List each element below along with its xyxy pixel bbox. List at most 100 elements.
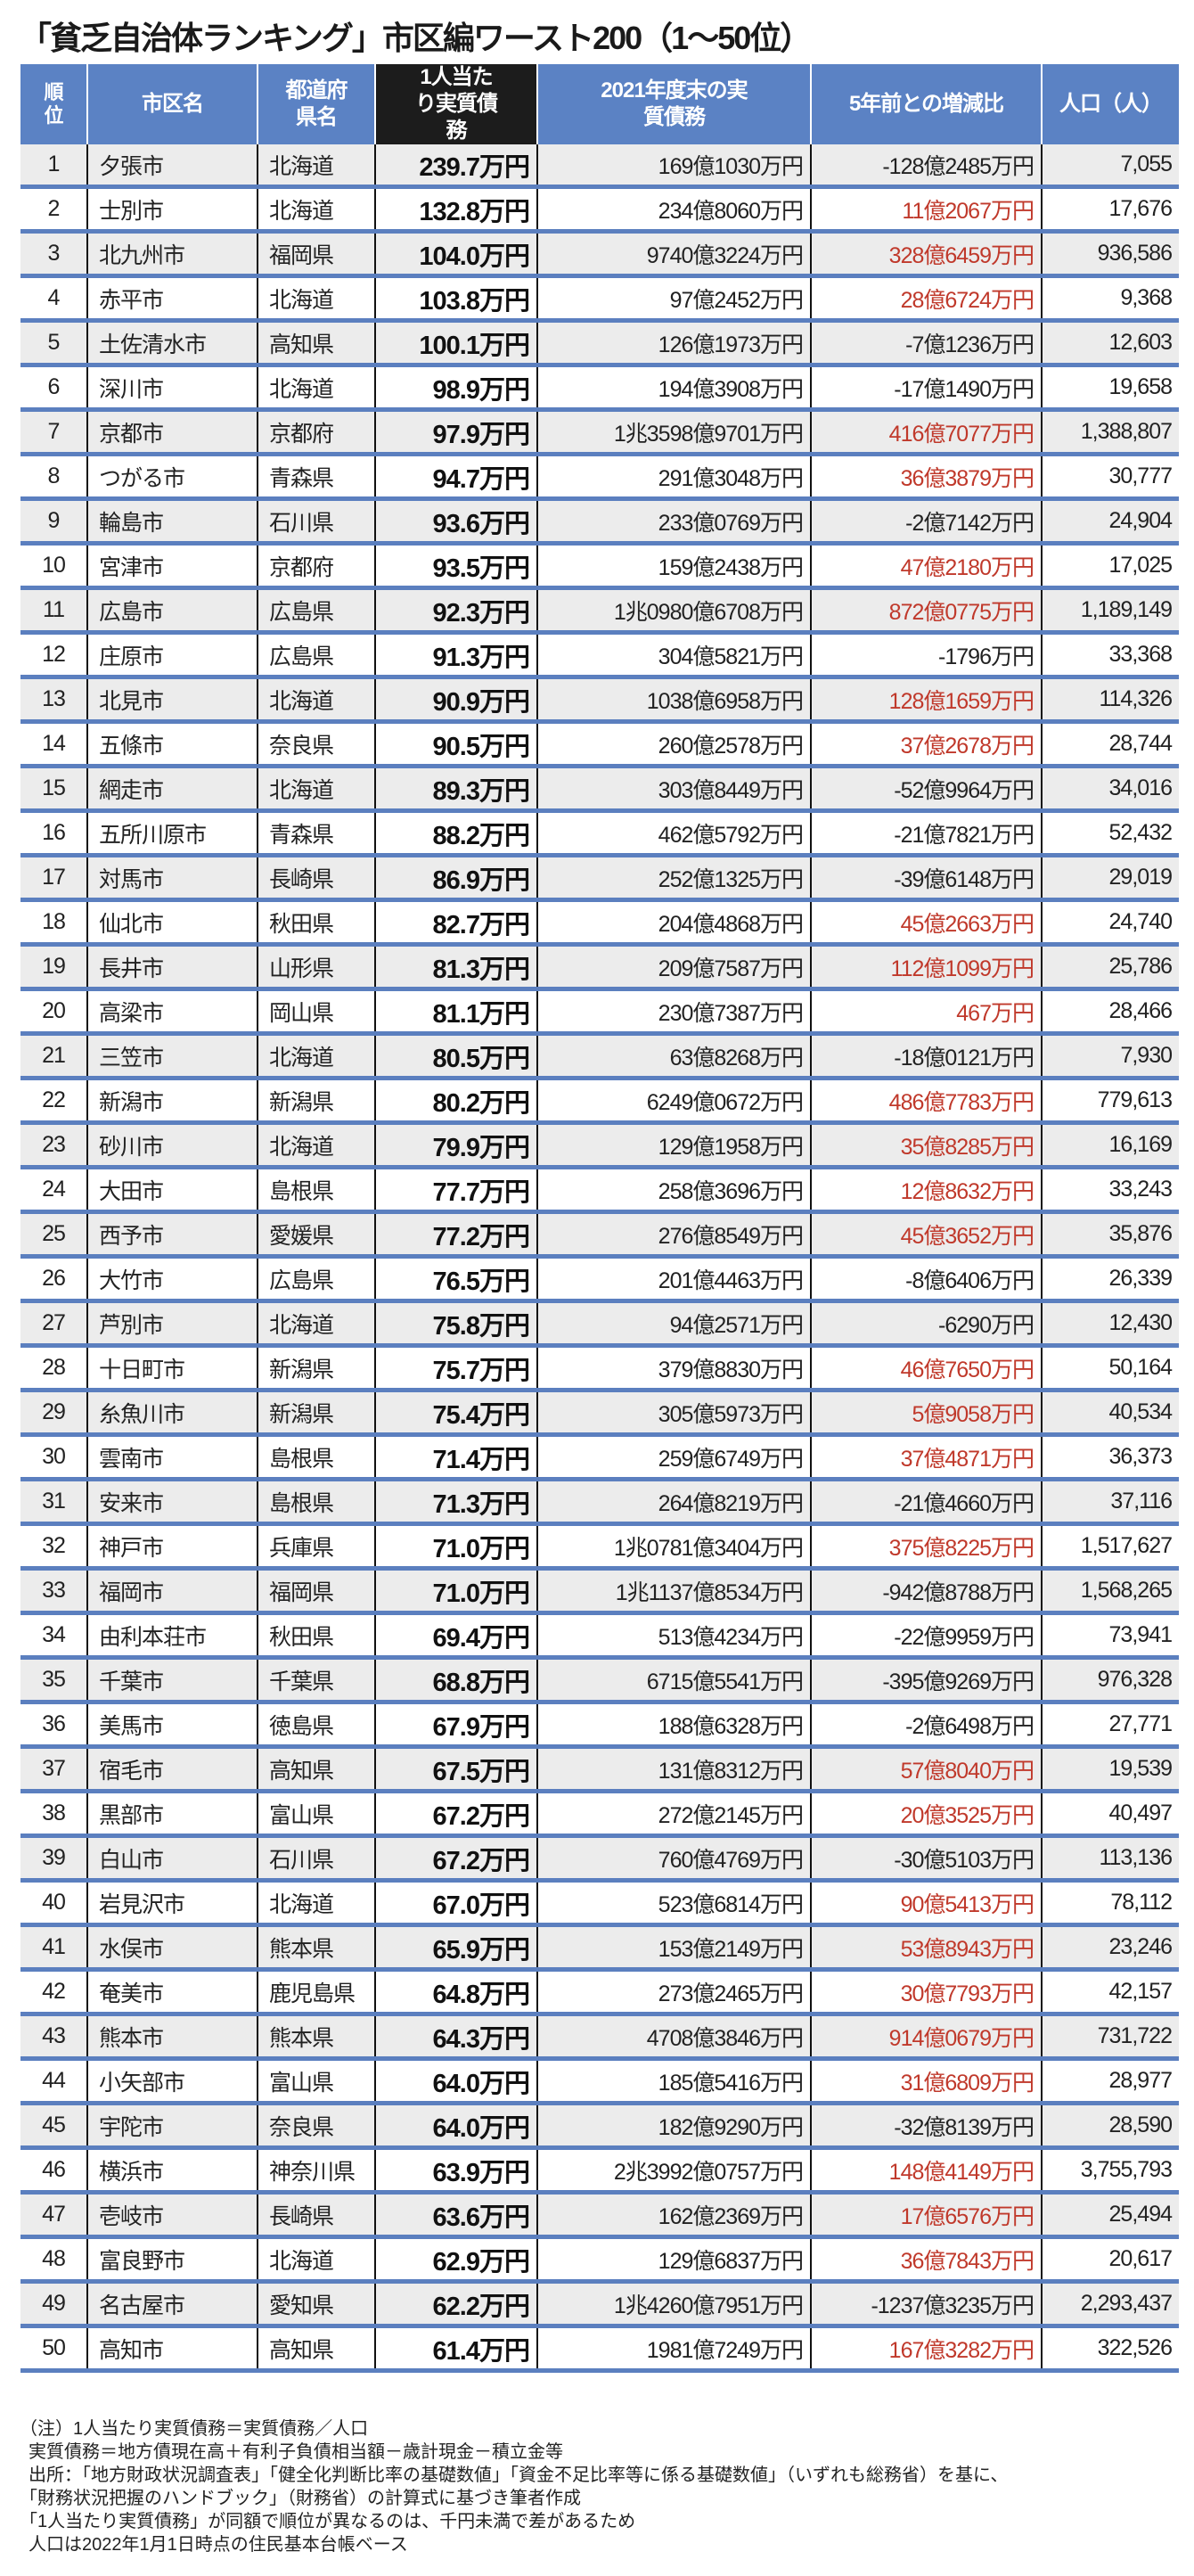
city-name-cell: 小矢部市	[86, 2058, 258, 2105]
table-row: 9 輪島市 石川県 93.6万円 233億0769万円 -2億7142万円 24,904	[20, 498, 1179, 546]
city-name-cell: 高知市	[86, 2326, 258, 2373]
city-name-cell: 北見市	[86, 677, 258, 724]
table-row: 27 芦別市 北海道 75.8万円 94億2571万円 -6290万円 12,430	[20, 1300, 1179, 1348]
rank-cell: 49	[20, 2281, 87, 2328]
rank-cell: 26	[20, 1256, 87, 1303]
city-name-cell: 大田市	[86, 1167, 258, 1214]
table-row: 5 土佐清水市 高知県 100.1万円 126億1973万円 -7億1236万円 12,60…	[20, 320, 1179, 367]
rank-cell: 10	[20, 543, 87, 590]
prefecture-cell: 青森県	[257, 810, 375, 857]
table-row: 46 横浜市 神奈川県 63.9万円 2兆3992億0757万円 148億4149万円 3,…	[20, 2147, 1179, 2195]
rank-cell: 45	[20, 2103, 87, 2150]
real-debt-cell: 233億0769万円	[536, 498, 811, 546]
change-cell: -128億2485万円	[810, 144, 1042, 189]
population-cell: 28,744	[1041, 721, 1179, 768]
city-name-cell: 仙北市	[86, 899, 258, 947]
debt-per-capita-cell: 76.5万円	[374, 1256, 537, 1303]
change-cell: 375億8225万円	[810, 1523, 1042, 1571]
prefecture-cell: 石川県	[257, 498, 375, 546]
city-name-cell: 横浜市	[86, 2147, 258, 2195]
change-cell: -8億6406万円	[810, 1256, 1042, 1303]
rank-cell: 19	[20, 944, 87, 991]
change-cell: -2億7142万円	[810, 498, 1042, 546]
change-cell: -7億1236万円	[810, 320, 1042, 367]
debt-per-capita-cell: 81.3万円	[374, 944, 537, 991]
rank-cell: 22	[20, 1078, 87, 1125]
population-cell: 322,526	[1041, 2326, 1179, 2373]
real-debt-cell: 260億2578万円	[536, 721, 811, 768]
change-cell: -395億9269万円	[810, 1657, 1042, 1704]
change-cell: 28億6724万円	[810, 275, 1042, 323]
prefecture-cell: 広島県	[257, 632, 375, 679]
table-row: 26 大竹市 広島県 76.5万円 201億4463万円 -8億6406万円 26,339	[20, 1256, 1179, 1303]
prefecture-cell: 北海道	[257, 365, 375, 412]
rank-cell: 35	[20, 1657, 87, 1704]
change-cell: 486億7783万円	[810, 1078, 1042, 1125]
city-name-cell: 広島市	[86, 587, 258, 635]
debt-per-capita-cell: 93.5万円	[374, 543, 537, 590]
real-debt-cell: 258億3696万円	[536, 1167, 811, 1214]
real-debt-cell: 162億2369万円	[536, 2192, 811, 2239]
rank-cell: 31	[20, 1479, 87, 1526]
real-debt-cell: 304億5821万円	[536, 632, 811, 679]
table-row: 41 水俣市 熊本県 65.9万円 153億2149万円 53億8943万円 23,246	[20, 1924, 1179, 1972]
city-name-cell: 壱岐市	[86, 2192, 258, 2239]
debt-per-capita-cell: 67.2万円	[374, 1791, 537, 1838]
debt-per-capita-cell: 63.9万円	[374, 2147, 537, 2195]
change-cell: 35億8285万円	[810, 1122, 1042, 1169]
note-line: （注）1人当たり実質債務＝実質債務／人口	[20, 2419, 369, 2439]
debt-per-capita-cell: 68.8万円	[374, 1657, 537, 1704]
population-cell: 25,786	[1041, 944, 1179, 991]
real-debt-cell: 291億3048万円	[536, 454, 811, 501]
table-row: 44 小矢部市 富山県 64.0万円 185億5416万円 31億6809万円 28,977	[20, 2058, 1179, 2105]
debt-per-capita-cell: 64.3万円	[374, 2014, 537, 2061]
debt-per-capita-cell: 81.1万円	[374, 989, 537, 1036]
debt-per-capita-cell: 64.0万円	[374, 2058, 537, 2105]
city-name-cell: つがる市	[86, 454, 258, 501]
city-name-cell: 千葉市	[86, 1657, 258, 1704]
debt-per-capita-cell: 71.0万円	[374, 1568, 537, 1615]
change-cell: 45億3652万円	[810, 1211, 1042, 1259]
change-cell: 148億4149万円	[810, 2147, 1042, 2195]
prefecture-cell: 北海道	[257, 677, 375, 724]
rank-cell: 43	[20, 2014, 87, 2061]
real-debt-cell: 1兆4260億7951万円	[536, 2281, 811, 2328]
rank-cell: 48	[20, 2236, 87, 2284]
prefecture-cell: 北海道	[257, 275, 375, 323]
note-line: 「1人当たり実質債務」が同額で順位が異なるのは、千円未満で差があるため	[20, 2512, 636, 2531]
city-name-cell: 水俣市	[86, 1924, 258, 1972]
table-row: 4 赤平市 北海道 103.8万円 97億2452万円 28億6724万円 9,368	[20, 275, 1179, 323]
real-debt-cell: 2兆3992億0757万円	[536, 2147, 811, 2195]
city-name-cell: 安来市	[86, 1479, 258, 1526]
prefecture-cell: 京都府	[257, 543, 375, 590]
rank-cell: 50	[20, 2326, 87, 2373]
table-row: 6 深川市 北海道 98.9万円 194億3908万円 -17億1490万円 19,658	[20, 365, 1179, 412]
debt-per-capita-cell: 75.4万円	[374, 1390, 537, 1437]
prefecture-cell: 山形県	[257, 944, 375, 991]
population-cell: 17,025	[1041, 543, 1179, 590]
note-line: 出所：「地方財政状況調査表」「健全化判断比率の基礎数値」「資金不足比率等に係る基…	[29, 2465, 1009, 2485]
debt-per-capita-cell: 75.7万円	[374, 1345, 537, 1392]
table-row: 19 長井市 山形県 81.3万円 209億7587万円 112億1099万円 25,786	[20, 944, 1179, 991]
debt-per-capita-cell: 62.2万円	[374, 2281, 537, 2328]
rank-cell: 42	[20, 1969, 87, 2016]
change-cell: 12億8632万円	[810, 1167, 1042, 1214]
page-title: 「貧乏自治体ランキング」市区編ワースト200（1〜50位）	[20, 20, 812, 56]
change-cell: -2億6498万円	[810, 1702, 1042, 1749]
rank-cell: 40	[20, 1880, 87, 1927]
population-cell: 3,755,793	[1041, 2147, 1179, 2195]
table-row: 17 対馬市 長崎県 86.9万円 252億1325万円 -39億6148万円 29,019	[20, 855, 1179, 902]
rank-cell: 7	[20, 409, 87, 456]
rank-cell: 9	[20, 498, 87, 546]
real-debt-cell: 63億8268万円	[536, 1033, 811, 1080]
real-debt-cell: 523億6814万円	[536, 1880, 811, 1927]
city-name-cell: 糸魚川市	[86, 1390, 258, 1437]
change-cell: -39億6148万円	[810, 855, 1042, 902]
rank-cell: 33	[20, 1568, 87, 1615]
change-cell: 37億4871万円	[810, 1434, 1042, 1481]
change-cell: -17億1490万円	[810, 365, 1042, 412]
debt-per-capita-cell: 80.5万円	[374, 1033, 537, 1080]
debt-per-capita-cell: 86.9万円	[374, 855, 537, 902]
prefecture-cell: 愛媛県	[257, 1211, 375, 1259]
debt-per-capita-cell: 91.3万円	[374, 632, 537, 679]
